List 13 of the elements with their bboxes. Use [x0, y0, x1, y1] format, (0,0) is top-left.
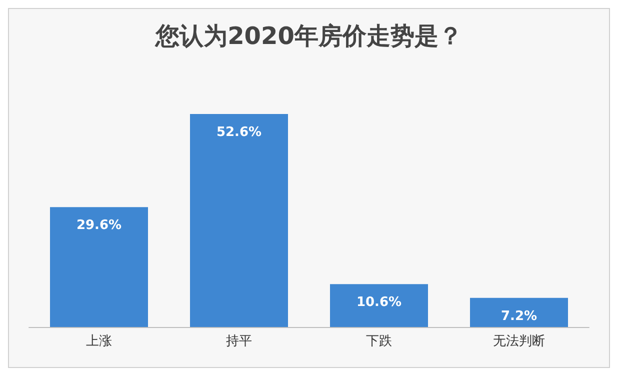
data-label: 7.2%: [500, 308, 538, 324]
data-label: 52.6%: [216, 124, 262, 140]
x-tick-label: 上涨: [86, 334, 112, 349]
data-label: 10.6%: [356, 295, 402, 310]
bar: [190, 114, 288, 327]
chart-title: 您认为2020年房价走势是？: [154, 22, 462, 50]
data-label: 29.6%: [76, 218, 122, 234]
x-tick-label: 持平: [226, 334, 252, 349]
bar: [470, 298, 568, 327]
x-tick-label: 无法判断: [493, 334, 545, 349]
bar: [330, 284, 428, 327]
bar: [50, 207, 148, 327]
x-tick-label: 下跌: [366, 334, 392, 349]
